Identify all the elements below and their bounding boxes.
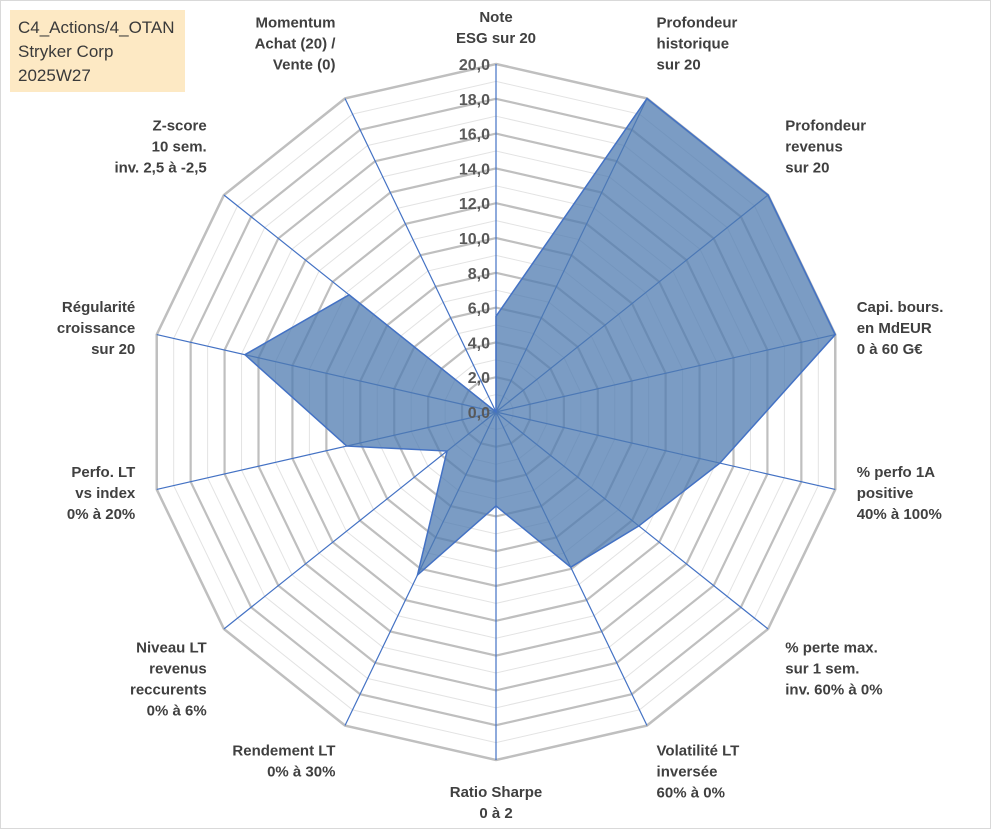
tick-label-3: 6,0 [468, 301, 490, 318]
axis-label-4: % perfo 1A positive 40% à 100% [857, 464, 942, 523]
axis-label-0-line-0: Note [479, 9, 512, 26]
axis-label-3: Capi. bours. en MdEUR 0 à 60 G€ [857, 299, 944, 358]
axis-label-9: Niveau LT revenus reccurents 0% à 6% [130, 640, 207, 720]
axis-label-6-line-2: 60% à 0% [657, 784, 725, 801]
axis-label-0: Note ESG sur 20 [456, 9, 536, 47]
axis-label-8-line-0: Rendement LT [232, 742, 335, 759]
info-box-line-3: 2025W27 [18, 66, 91, 85]
axis-label-6-line-1: inversée [657, 763, 718, 780]
axis-label-1-line-0: Profondeur [657, 15, 738, 32]
tick-label-9: 18,0 [459, 92, 490, 109]
axis-label-1-line-2: sur 20 [657, 57, 701, 74]
axis-label-5-line-2: inv. 60% à 0% [785, 682, 882, 699]
axis-label-9-line-1: revenus [149, 661, 207, 678]
axis-label-12: Z-score 10 sem. inv. 2,5 à -2,5 [114, 117, 206, 176]
tick-label-2: 4,0 [468, 335, 490, 352]
axis-label-5-line-0: % perte max. [785, 640, 878, 657]
axis-label-6-line-0: Volatilité LT [657, 742, 740, 759]
axis-label-8-line-1: 0% à 30% [267, 763, 335, 780]
info-box-line-1: C4_Actions/4_OTAN [18, 18, 175, 37]
axis-label-10-line-2: 0% à 20% [67, 506, 135, 523]
axis-label-11: Régularité croissance sur 20 [57, 299, 135, 358]
axis-label-8: Rendement LT 0% à 30% [232, 742, 335, 780]
spoke-13 [344, 98, 497, 413]
info-box-line-2: Stryker Corp [18, 42, 114, 61]
axis-label-9-line-3: 0% à 6% [147, 703, 207, 720]
radar-tick-labels: 0,0 2,0 4,0 6,0 8,0 10,0 12,0 14,0 16,0 18,0 20,0 [459, 57, 490, 422]
tick-label-10: 20,0 [459, 57, 490, 74]
axis-label-7-line-0: Ratio Sharpe [450, 784, 543, 801]
axis-label-13: Momentum Achat (20) / Vente (0) [255, 15, 337, 74]
axis-label-7-line-1: 0 à 2 [479, 805, 512, 822]
axis-label-7: Ratio Sharpe 0 à 2 [450, 784, 543, 822]
axis-label-2-line-0: Profondeur [785, 117, 866, 134]
tick-label-7: 14,0 [459, 161, 490, 178]
axis-label-3-line-0: Capi. bours. [857, 299, 944, 316]
axis-label-5: % perte max. sur 1 sem. inv. 60% à 0% [785, 640, 882, 699]
axis-label-10-line-0: Perfo. LT [71, 464, 135, 481]
axis-label-13-line-1: Achat (20) / [255, 36, 337, 53]
axis-label-12-line-0: Z-score [153, 117, 207, 134]
axis-label-2-line-2: sur 20 [785, 159, 829, 176]
tick-label-1: 2,0 [468, 370, 490, 387]
axis-label-11-line-1: croissance [57, 320, 135, 337]
axis-label-12-line-1: 10 sem. [152, 138, 207, 155]
axis-label-2-line-1: revenus [785, 138, 843, 155]
axis-label-11-line-0: Régularité [62, 299, 135, 316]
axis-label-10: Perfo. LT vs index 0% à 20% [67, 464, 136, 523]
axis-label-9-line-2: reccurents [130, 682, 207, 699]
axis-label-3-line-1: en MdEUR [857, 320, 932, 337]
tick-label-5: 10,0 [459, 231, 490, 248]
axis-label-4-line-0: % perfo 1A [857, 464, 936, 481]
axis-label-4-line-1: positive [857, 485, 914, 502]
info-box: C4_Actions/4_OTAN Stryker Corp 2025W27 [10, 10, 185, 92]
axis-label-1-line-1: historique [657, 36, 730, 53]
axis-label-10-line-1: vs index [75, 485, 136, 502]
tick-label-0: 0,0 [468, 405, 490, 422]
axis-label-11-line-2: sur 20 [91, 341, 135, 358]
axis-label-1: Profondeur historique sur 20 [657, 15, 738, 74]
axis-label-13-line-0: Momentum [255, 15, 335, 32]
radar-series [243, 97, 837, 578]
tick-label-4: 8,0 [468, 266, 490, 283]
axis-label-12-line-2: inv. 2,5 à -2,5 [114, 159, 206, 176]
axis-label-13-line-2: Vente (0) [273, 57, 336, 74]
axis-label-3-line-2: 0 à 60 G€ [857, 341, 924, 358]
radar-axis-labels: Note ESG sur 20 Profondeur historique sur 20… [57, 9, 944, 822]
tick-label-8: 16,0 [459, 127, 490, 144]
axis-label-4-line-2: 40% à 100% [857, 506, 942, 523]
axis-label-0-line-1: ESG sur 20 [456, 30, 536, 47]
axis-label-6: Volatilité LT inversée 60% à 0% [657, 742, 740, 801]
tick-label-6: 12,0 [459, 196, 490, 213]
axis-label-2: Profondeur revenus sur 20 [785, 117, 866, 176]
axis-label-5-line-1: sur 1 sem. [785, 661, 859, 678]
axis-label-9-line-0: Niveau LT [136, 640, 207, 657]
